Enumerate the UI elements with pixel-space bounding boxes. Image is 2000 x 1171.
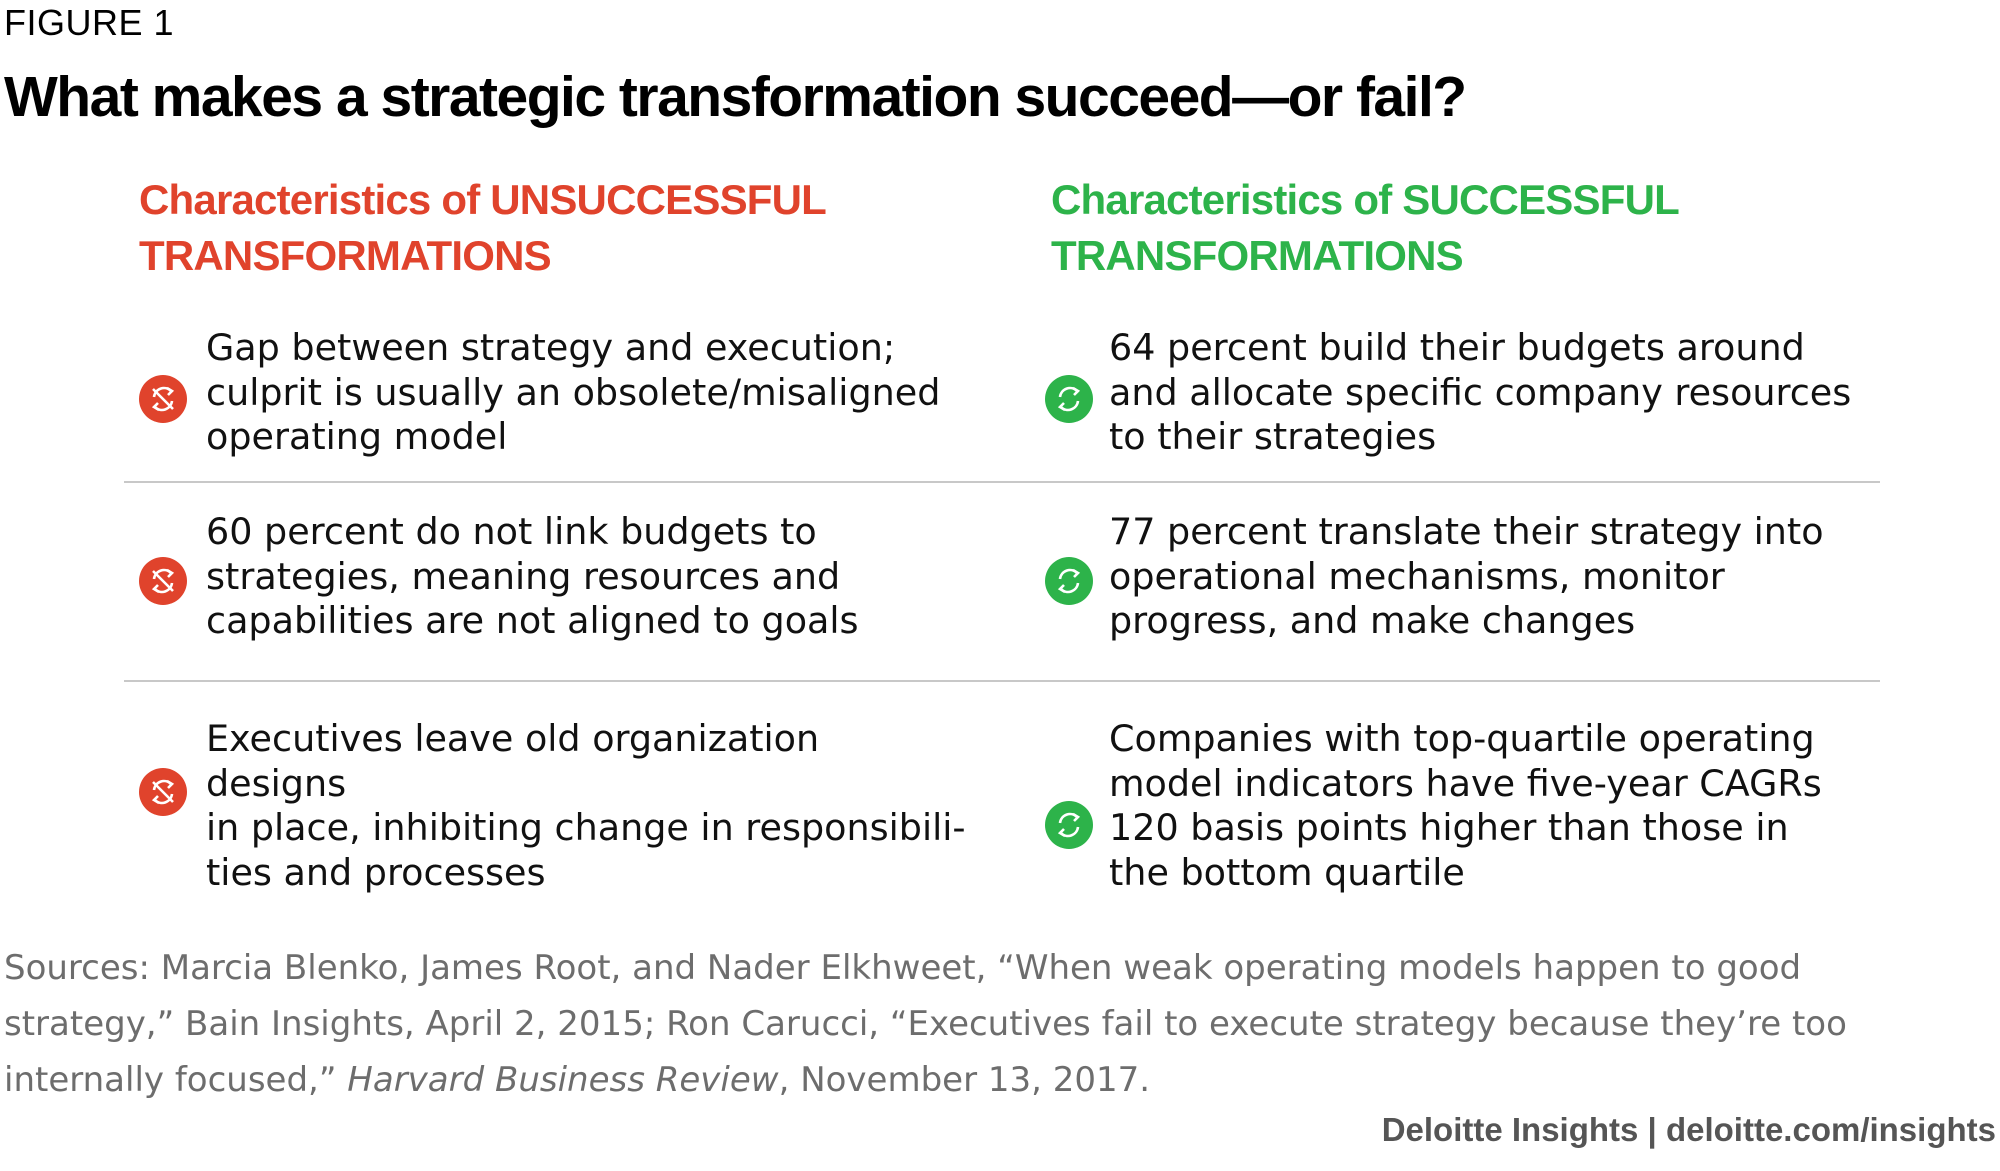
unsuccessful-item-text: 60 percent do not link budgets to strate… [206, 510, 859, 642]
successful-heading-line1: Characteristics of SUCCESSFUL [1051, 176, 1680, 223]
figure-label: FIGURE 1 [4, 2, 175, 43]
unsuccessful-heading-line1: Characteristics of UNSUCCESSFUL [139, 176, 827, 223]
sources-date: , November 13, 2017. [778, 1060, 1151, 1100]
unsuccessful-heading-line2: TRANSFORMATIONS [139, 232, 552, 279]
sources-text: Sources: Marcia Blenko, James Root, and … [4, 948, 1847, 1100]
successful-heading-line2: TRANSFORMATIONS [1051, 232, 1464, 279]
sources-note: Sources: Marcia Blenko, James Root, and … [4, 940, 1964, 1108]
row-divider [124, 680, 1880, 682]
successful-item-text: Companies with top-quartile operating mo… [1109, 717, 1822, 894]
unsuccessful-item-text: Executives leave old organization design… [206, 717, 966, 894]
footer-credit: Deloitte Insights | deloitte.com/insight… [1381, 1111, 1996, 1148]
transform-failed-icon [139, 768, 187, 816]
unsuccessful-item-text: Gap between strategy and execution; culp… [206, 326, 941, 458]
unsuccessful-heading: Characteristics of UNSUCCESSFUL TRANSFOR… [139, 172, 839, 284]
successful-heading: Characteristics of SUCCESSFUL TRANSFORMA… [1051, 172, 1751, 284]
figure-title: What makes a strategic transformation su… [4, 65, 1467, 129]
transform-success-icon [1045, 557, 1093, 605]
sources-publication: Harvard Business Review [347, 1060, 779, 1100]
transform-success-icon [1045, 375, 1093, 423]
row-divider [124, 481, 1880, 483]
successful-item-text: 64 percent build their budgets around an… [1109, 326, 1852, 458]
transform-failed-icon [139, 375, 187, 423]
successful-item-text: 77 percent translate their strategy into… [1109, 510, 1824, 642]
transform-failed-icon [139, 557, 187, 605]
transform-success-icon [1045, 801, 1093, 849]
